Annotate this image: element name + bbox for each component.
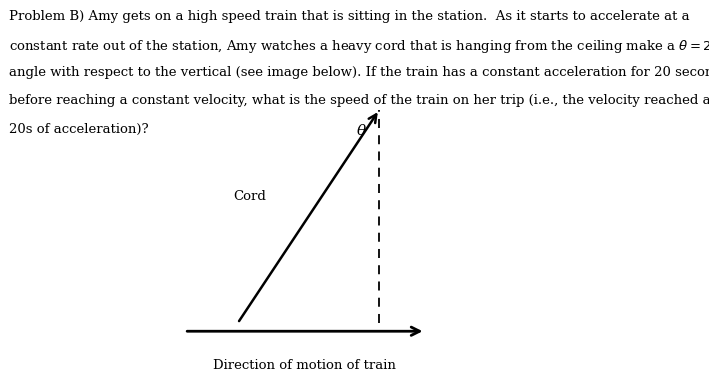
Text: Cord: Cord	[233, 189, 266, 203]
Text: constant rate out of the station, Amy watches a heavy cord that is hanging from : constant rate out of the station, Amy wa…	[9, 38, 709, 55]
Text: angle with respect to the vertical (see image below). If the train has a constan: angle with respect to the vertical (see …	[9, 66, 709, 79]
Text: before reaching a constant velocity, what is the speed of the train on her trip : before reaching a constant velocity, wha…	[9, 94, 709, 107]
Text: Direction of motion of train: Direction of motion of train	[213, 359, 396, 372]
Text: Problem B) Amy gets on a high speed train that is sitting in the station.  As it: Problem B) Amy gets on a high speed trai…	[9, 10, 689, 23]
Text: θ: θ	[357, 124, 366, 138]
Text: 20s of acceleration)?: 20s of acceleration)?	[9, 123, 148, 136]
